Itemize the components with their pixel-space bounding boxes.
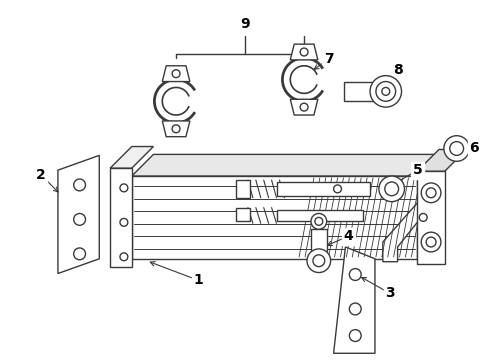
Circle shape <box>333 185 341 193</box>
Polygon shape <box>290 99 317 115</box>
Text: 6: 6 <box>468 141 478 156</box>
Circle shape <box>348 330 361 342</box>
Text: 7: 7 <box>323 52 333 66</box>
Circle shape <box>312 255 324 267</box>
Circle shape <box>300 48 307 56</box>
Circle shape <box>384 182 398 196</box>
Circle shape <box>420 232 440 252</box>
Polygon shape <box>416 171 444 264</box>
Circle shape <box>314 217 322 225</box>
Text: 9: 9 <box>240 17 249 31</box>
Polygon shape <box>277 210 363 221</box>
Polygon shape <box>416 149 466 171</box>
Text: 1: 1 <box>193 274 203 287</box>
Text: 3: 3 <box>384 286 394 300</box>
Circle shape <box>74 213 85 225</box>
Circle shape <box>120 184 127 192</box>
Circle shape <box>420 183 440 203</box>
Bar <box>310 229 326 251</box>
Polygon shape <box>333 247 374 353</box>
Circle shape <box>74 179 85 191</box>
Circle shape <box>348 303 361 315</box>
Circle shape <box>378 176 404 202</box>
Bar <box>236 180 249 198</box>
Text: 5: 5 <box>411 163 421 177</box>
Circle shape <box>306 249 330 273</box>
Polygon shape <box>58 156 99 274</box>
Circle shape <box>449 141 463 156</box>
Bar <box>344 82 381 101</box>
Circle shape <box>74 248 85 260</box>
Polygon shape <box>162 66 189 82</box>
Circle shape <box>425 188 435 198</box>
Bar <box>236 208 249 221</box>
Text: 8: 8 <box>392 63 402 77</box>
Circle shape <box>381 87 389 95</box>
Circle shape <box>418 213 426 221</box>
Polygon shape <box>131 176 416 259</box>
Circle shape <box>369 76 401 107</box>
Circle shape <box>375 82 395 101</box>
Polygon shape <box>277 182 369 196</box>
Text: 4: 4 <box>343 229 352 243</box>
Circle shape <box>172 70 180 78</box>
Polygon shape <box>162 121 189 137</box>
Polygon shape <box>110 168 131 267</box>
Circle shape <box>172 125 180 133</box>
Circle shape <box>120 219 127 226</box>
Circle shape <box>300 103 307 111</box>
Text: 2: 2 <box>36 168 46 182</box>
Polygon shape <box>131 154 438 176</box>
Circle shape <box>120 253 127 261</box>
Circle shape <box>348 269 361 280</box>
Polygon shape <box>290 44 317 60</box>
Circle shape <box>425 237 435 247</box>
Polygon shape <box>382 154 458 262</box>
Circle shape <box>310 213 326 229</box>
Circle shape <box>443 136 468 161</box>
Polygon shape <box>110 147 153 168</box>
